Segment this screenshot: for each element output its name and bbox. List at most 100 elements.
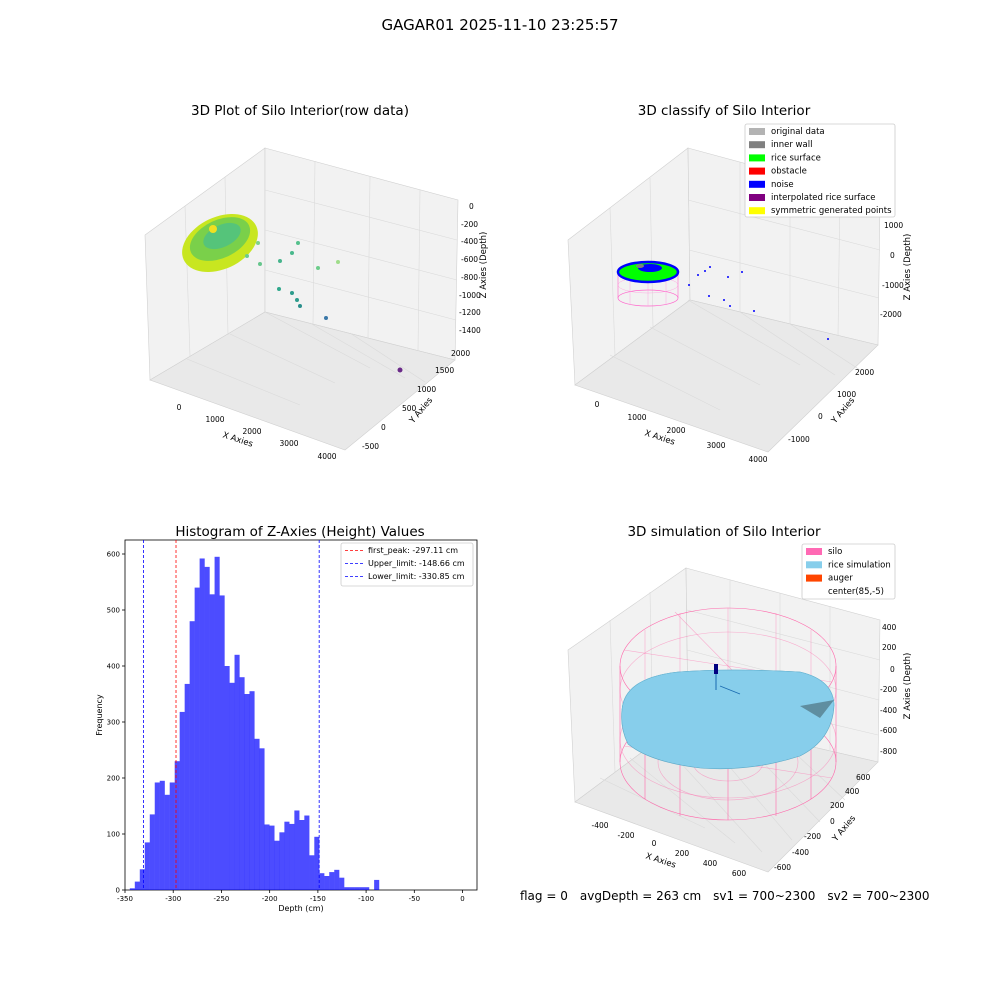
histogram-bar: [159, 780, 165, 890]
legend-swatch: [749, 128, 765, 135]
legend-label: interpolated rice surface: [771, 193, 876, 203]
classify-z-tick: -2000: [880, 310, 902, 319]
histogram-x-label: Depth (cm): [278, 904, 323, 913]
histogram-bar: [234, 654, 240, 890]
legend-swatch: [806, 548, 822, 555]
histogram-legend-label: Upper_limit: -148.66 cm: [368, 559, 465, 568]
histogram-bar: [354, 887, 360, 890]
histogram-bar: [274, 840, 280, 890]
histogram-bar: [294, 810, 300, 890]
raw-z-tick: -1000: [459, 291, 481, 300]
classify-y-tick: 1000: [837, 390, 856, 399]
histogram-bar: [174, 761, 180, 890]
histogram-bar: [344, 887, 350, 890]
simulation-z-tick: -200: [880, 685, 897, 694]
classify-x-tick: 3000: [706, 441, 725, 450]
simulation-legend: silo rice simulation auger center(85,-5): [801, 543, 896, 600]
histogram-x-tick: -350: [117, 895, 133, 903]
histogram-y-tick: 400: [107, 663, 120, 671]
simulation-y-tick: 400: [845, 787, 860, 796]
histogram-bar: [269, 825, 275, 890]
histogram-bar: [304, 815, 310, 890]
raw-y-tick: 2000: [451, 349, 470, 358]
legend-swatch: [749, 194, 765, 201]
classify-plot-title: 3D classify of Silo Interior: [637, 103, 811, 119]
raw-silo-surface: [182, 213, 258, 273]
legend-label: inner wall: [771, 140, 812, 150]
histogram-bar: [314, 836, 320, 890]
histogram-bar: [339, 877, 345, 890]
histogram-y-tick: 300: [107, 719, 120, 727]
raw-axis-ticks: 0 1000 2000 3000 4000 -500 0 500 1000 15…: [177, 202, 481, 461]
classify-z-label: Z Axies (Depth): [903, 234, 913, 301]
histogram-bar: [284, 821, 290, 890]
legend-swatch: [749, 207, 765, 215]
histogram-vlines: [143, 540, 320, 890]
histogram-bar: [169, 782, 175, 890]
legend-swatch: [806, 561, 822, 569]
raw-z-tick: -400: [461, 237, 478, 246]
status-line: flag = 0 avgDepth = 263 cm sv1 = 700~2300 s…: [520, 889, 942, 903]
legend-label: rice surface: [771, 153, 821, 163]
simulation-x-tick: 200: [675, 849, 690, 858]
simulation-rice-surface: [621, 669, 835, 770]
legend-label: symmetric generated points: [771, 206, 892, 216]
histogram-x-tick: -50: [409, 895, 420, 903]
classify-z-tick: 1000: [884, 221, 903, 230]
simulation-x-tick: 0: [652, 839, 657, 848]
histogram-x-tick: -300: [165, 895, 181, 903]
raw-3d-grid: [184, 160, 458, 406]
classify-3d-grid: [609, 162, 881, 411]
raw-y-tick: -500: [362, 442, 379, 451]
histogram-y-tick: 0: [116, 887, 120, 895]
simulation-x-tick: 400: [703, 859, 718, 868]
histogram-bar: [219, 595, 225, 890]
histogram-y-tick: 500: [107, 607, 120, 615]
histogram-y-tick: 100: [107, 831, 120, 839]
classify-y-label: Y Axies: [829, 395, 857, 426]
histogram-x-tick: -200: [262, 895, 278, 903]
legend-swatch: [749, 154, 765, 162]
histogram-x-tick: -150: [310, 895, 326, 903]
histogram-bar: [334, 869, 340, 890]
histogram-legend: first_peak: -297.11 cm Upper_limit: -148.…: [340, 542, 474, 587]
histogram-bar: [204, 566, 210, 890]
raw-3d-panes: [144, 147, 459, 451]
raw-y-tick: 1500: [435, 366, 454, 375]
legend-swatch: [749, 180, 765, 188]
histogram-bar: [349, 887, 355, 890]
histogram-legend-label: first_peak: -297.11 cm: [368, 546, 458, 555]
raw-y-tick: 1000: [417, 385, 436, 394]
histogram-bar: [264, 824, 270, 890]
raw-x-tick: 1000: [205, 415, 224, 424]
simulation-x-tick: -400: [591, 821, 608, 830]
status-avg-depth: avgDepth = 263 cm: [579, 889, 702, 903]
raw-y-tick: 500: [402, 404, 417, 413]
simulation-y-tick: -600: [774, 863, 791, 872]
histogram-bar: [209, 594, 215, 890]
raw-z-tick: -600: [461, 255, 478, 264]
classify-x-tick: 2000: [666, 426, 685, 435]
figure-title: GAGAR01 2025-11-10 23:25:57: [381, 16, 619, 34]
legend-label: silo: [828, 547, 842, 557]
simulation-y-tick: 600: [856, 773, 871, 782]
histogram-legend-label: Lower_limit: -330.85 cm: [368, 572, 465, 581]
legend-label: auger: [828, 574, 853, 584]
classify-silo: [616, 260, 680, 307]
raw-x-tick: 0: [177, 403, 182, 412]
raw-y-tick: 0: [381, 423, 386, 432]
simulation-z-tick: 0: [890, 665, 895, 674]
simulation-z-label: Z Axies (Depth): [903, 653, 913, 720]
simulation-y-tick: 200: [830, 801, 845, 810]
histogram-bar: [249, 691, 255, 890]
histogram-bar: [134, 881, 140, 890]
simulation-z-tick: -400: [880, 706, 897, 715]
histogram-y-tick: 200: [107, 775, 120, 783]
histogram-x-ticks: -350 -300 -250 -200 -150 -100 -50 0: [117, 890, 465, 903]
classify-x-tick: 1000: [627, 413, 646, 422]
legend-label: center(85,-5): [828, 587, 884, 597]
histogram-bar: [194, 587, 200, 890]
histogram-bar: [309, 855, 315, 890]
histogram-chart: -350 -300 -250 -200 -150 -100 -50 0 0 100 200 300 4…: [95, 539, 478, 913]
classify-noise-points: [688, 266, 829, 340]
